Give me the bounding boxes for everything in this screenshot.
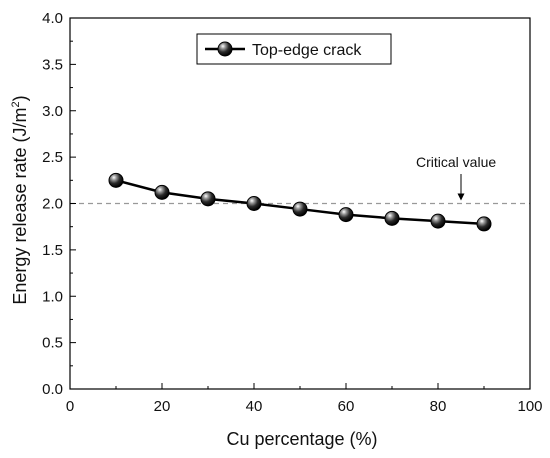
y-tick-label: 2.0	[42, 196, 63, 213]
legend-marker	[217, 41, 233, 57]
y-tick-label: 3.0	[42, 103, 63, 120]
series-layer	[108, 172, 492, 232]
data-point	[338, 207, 354, 223]
x-tick-label: 40	[246, 398, 263, 415]
data-point	[108, 172, 124, 188]
data-point	[200, 191, 216, 207]
x-tick-label: 60	[338, 398, 355, 415]
y-tick-label: 3.5	[42, 56, 63, 73]
legend: Top-edge crack	[196, 33, 392, 65]
y-axis-title-main: Energy release rate (J/m	[10, 108, 30, 305]
data-point	[430, 213, 446, 229]
x-tick-label: 20	[154, 398, 171, 415]
data-point	[246, 196, 262, 211]
y-axis-title: Energy release rate (J/m2)	[10, 95, 30, 304]
y-tick-label: 1.5	[42, 242, 63, 259]
critical-value-annotation: Critical value	[416, 154, 496, 201]
data-point	[476, 216, 492, 232]
x-tick-label: 100	[517, 398, 542, 415]
legend-label: Top-edge crack	[252, 42, 362, 59]
x-tick-label: 0	[66, 398, 74, 415]
y-tick-label: 0.5	[42, 335, 63, 352]
y-tick-label: 1.0	[42, 288, 63, 305]
y-axis: 0.0 0.5 1.0 1.5 2.0 2.5 3.0 3.5 4.0	[42, 10, 76, 398]
y-tick-label: 2.5	[42, 149, 63, 166]
y-tick-label: 0.0	[42, 381, 63, 398]
x-axis: 0 20 40 60 80 100	[66, 383, 543, 415]
y-tick-label: 4.0	[42, 10, 63, 27]
data-point	[292, 201, 308, 217]
x-axis-title: Cu percentage (%)	[226, 429, 377, 449]
critical-value-label: Critical value	[416, 154, 496, 170]
data-point	[384, 210, 400, 226]
y-axis-title-superscript: 2	[10, 101, 22, 107]
data-point	[154, 184, 170, 200]
critical-value-arrowhead	[457, 193, 465, 201]
x-tick-label: 80	[430, 398, 447, 415]
y-axis-title-close: )	[10, 95, 30, 101]
